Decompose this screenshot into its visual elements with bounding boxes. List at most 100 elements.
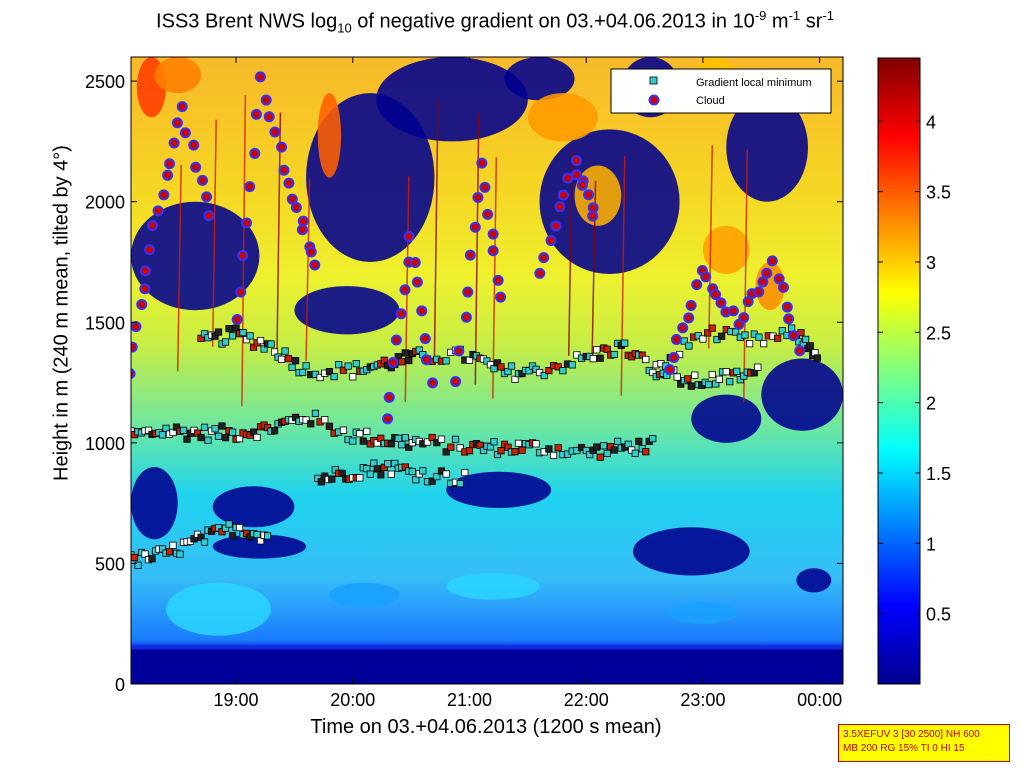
heatmap-patch xyxy=(632,527,750,576)
gradient-minimum-point xyxy=(148,555,156,563)
gradient-minimum-point xyxy=(394,434,402,442)
y-tick-label: 2000 xyxy=(85,193,125,213)
heatmap-streak xyxy=(474,113,480,385)
ground-band-edge xyxy=(131,645,843,650)
gradient-minimum-point xyxy=(497,447,505,455)
legend-cloud-marker xyxy=(648,94,660,106)
gradient-minimum-point xyxy=(366,470,374,478)
cloud-point xyxy=(235,286,247,298)
cloud-point xyxy=(231,314,243,326)
gradient-minimum-point xyxy=(755,333,763,341)
cloud-point xyxy=(781,301,793,313)
gradient-minimum-point xyxy=(490,438,498,446)
cloud-point xyxy=(286,193,298,205)
gradient-minimum-point xyxy=(442,448,450,456)
x-tick-label: 21:00 xyxy=(447,690,492,710)
cloud-point xyxy=(139,265,151,277)
cloud-point xyxy=(583,189,595,201)
cloud-point xyxy=(176,101,188,113)
cloud-point xyxy=(464,249,476,261)
cloud-point xyxy=(305,246,317,258)
cloud-point xyxy=(147,220,159,232)
cloud-point xyxy=(188,139,200,151)
cloud-point xyxy=(158,189,170,201)
cloud-point xyxy=(460,311,472,323)
gradient-minimum-point xyxy=(699,335,707,343)
colorbar-tick-label: 1 xyxy=(926,534,936,554)
gradient-minimum-point xyxy=(559,367,567,375)
gradient-minimum-point xyxy=(554,363,562,371)
gradient-minimum-point xyxy=(437,435,446,443)
gradient-minimum-point xyxy=(330,373,338,381)
gradient-minimum-point xyxy=(253,530,261,539)
gradient-minimum-point xyxy=(545,445,553,453)
cloud-point xyxy=(538,252,550,264)
gradient-minimum-point xyxy=(214,432,223,440)
gradient-minimum-point xyxy=(511,448,519,456)
cloud-point xyxy=(487,228,499,240)
gradient-minimum-point xyxy=(704,329,712,337)
cloud-point xyxy=(777,281,789,293)
gradient-minimum-point xyxy=(131,553,139,562)
cloud-point xyxy=(387,356,399,368)
cloud-point xyxy=(411,276,423,288)
cloud-point xyxy=(773,273,785,285)
heatmap-streak xyxy=(305,178,311,362)
infobox-line-2: MB 200 RG 15% TI 0 HI 15 xyxy=(843,743,965,754)
gradient-minimum-point xyxy=(733,367,741,375)
gradient-minimum-point xyxy=(359,437,367,445)
gradient-minimum-point xyxy=(554,444,562,452)
cloud-point xyxy=(683,312,695,324)
cloud-point xyxy=(710,289,722,301)
y-tick-label: 1000 xyxy=(85,434,125,454)
cloud-point xyxy=(479,181,491,193)
cloud-point xyxy=(419,333,431,345)
cloud-point xyxy=(576,179,588,191)
cloud-point xyxy=(403,230,415,242)
cloud-point xyxy=(562,172,574,184)
gradient-minimum-point xyxy=(352,360,360,368)
gradient-minimum-point xyxy=(708,370,716,379)
cloud-point xyxy=(557,189,569,201)
gradient-minimum-point xyxy=(200,538,209,546)
gradient-minimum-point xyxy=(754,363,762,371)
cloud-point xyxy=(783,313,795,325)
cloud-point xyxy=(715,297,727,309)
gradient-minimum-point xyxy=(419,467,427,475)
cloud-point xyxy=(554,201,566,213)
gradient-minimum-point xyxy=(549,451,558,460)
gradient-minimum-point xyxy=(158,431,167,439)
cloud-point xyxy=(453,345,465,357)
gradient-minimum-point xyxy=(281,347,289,355)
legend-gradient-label: Gradient local minimum xyxy=(696,77,812,89)
colorbar: 0.5 1 1.5 2 2.5 3 3.5 4 xyxy=(877,57,951,685)
cloud-point xyxy=(152,205,164,217)
cloud-point xyxy=(250,108,262,120)
gradient-minimum-point xyxy=(451,435,460,443)
cloud-point xyxy=(139,283,151,295)
gradient-minimum-point xyxy=(610,350,618,359)
cloud-point xyxy=(290,202,302,214)
gradient-minimum-point xyxy=(603,449,611,458)
cloud-point xyxy=(587,210,599,222)
gradient-minimum-point xyxy=(288,363,296,371)
gradient-minimum-point xyxy=(267,340,275,348)
gradient-minimum-markers xyxy=(131,324,821,569)
cloud-point xyxy=(668,352,680,364)
cloud-point xyxy=(296,224,308,236)
gradient-minimum-point xyxy=(228,332,237,340)
cloud-point xyxy=(450,376,462,388)
gradient-minimum-point xyxy=(179,426,188,434)
colorbar-tick-label: 3.5 xyxy=(926,183,951,203)
gradient-minimum-point xyxy=(774,334,782,342)
heatmap-streak xyxy=(211,119,217,347)
gradient-minimum-point xyxy=(687,382,695,390)
gradient-minimum-point xyxy=(339,426,348,434)
gradient-minimum-point xyxy=(760,340,768,348)
gradient-minimum-point xyxy=(642,448,650,456)
cloud-point xyxy=(492,274,504,286)
cloud-point xyxy=(753,286,765,298)
heatmap-patch xyxy=(317,93,342,178)
y-tick-label: 2500 xyxy=(85,72,125,92)
legend: Gradient local minimum Cloud xyxy=(610,68,832,114)
